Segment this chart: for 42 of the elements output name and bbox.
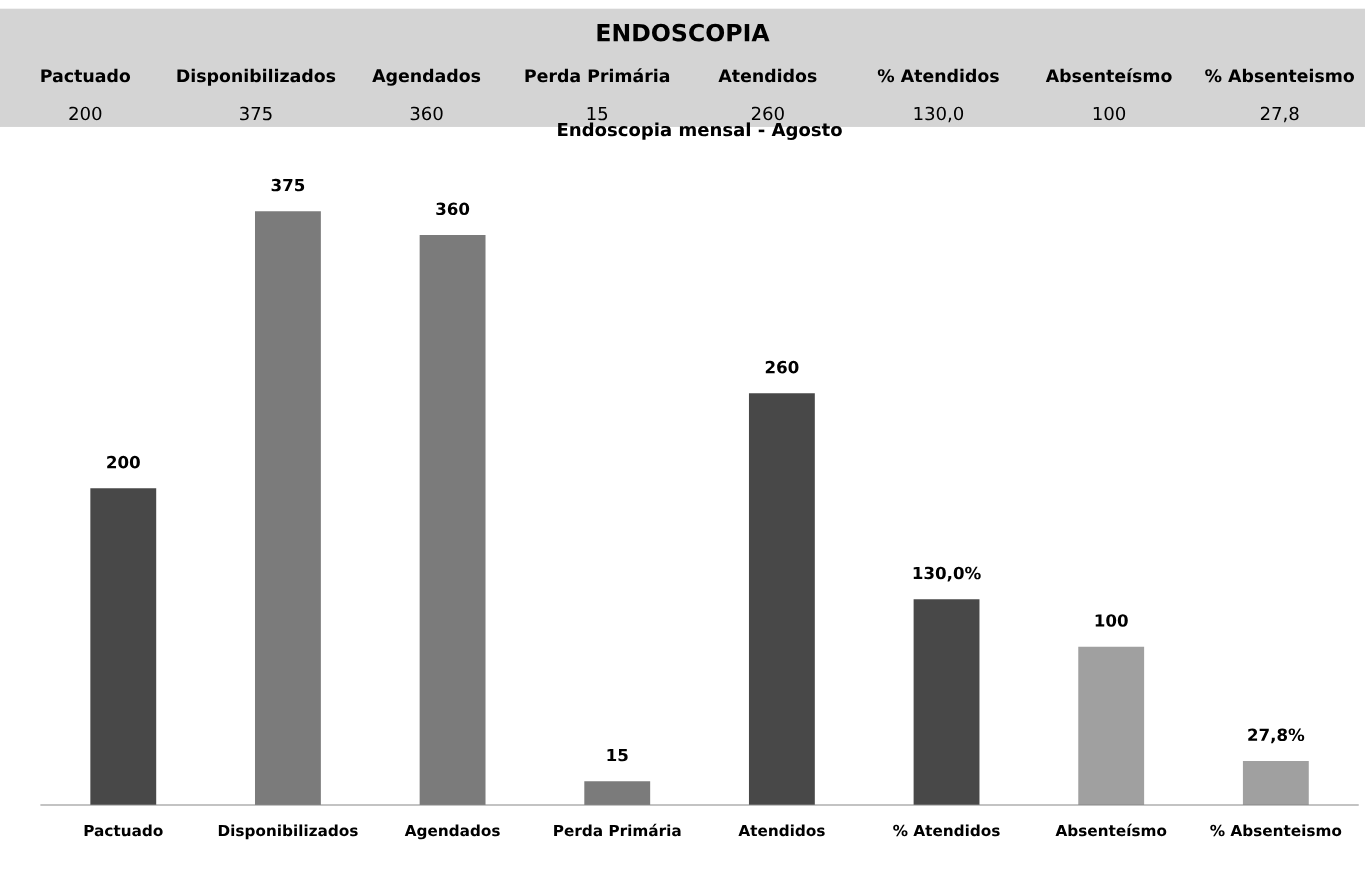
bar — [90, 488, 157, 805]
text: 360 — [410, 106, 443, 121]
category-label: Perda Primária — [525, 68, 670, 83]
bar — [748, 393, 815, 805]
chart-title: Endoscopia mensal - Agosto — [558, 122, 842, 140]
x-tick-label: Absenteísmo — [1055, 823, 1167, 837]
x-tick-label: Agendados — [404, 824, 500, 840]
bar — [1242, 760, 1309, 805]
text: 375 — [240, 106, 272, 121]
text: ENDOSCOPIA — [597, 23, 770, 42]
x-tick-label: % Atendidos — [893, 824, 1000, 837]
category-label: Absenteísmo — [1045, 68, 1172, 83]
x-tick-label: % Absenteismo — [1210, 824, 1342, 837]
data-label: 100 — [1095, 614, 1128, 627]
category-label: Pactuado — [41, 68, 131, 83]
data-label: 15 — [607, 748, 628, 762]
data-label: 130,0% — [913, 566, 981, 582]
category-label: % Atendidos — [877, 68, 999, 83]
data-label: 260 — [765, 360, 799, 374]
bar — [584, 781, 651, 805]
text: 100 — [1093, 106, 1126, 121]
data-label: 360 — [436, 202, 470, 216]
x-tick-label: Atendidos — [738, 824, 825, 837]
category-label: Agendados — [372, 68, 481, 86]
data-label: 375 — [271, 178, 305, 192]
x-tick-label: Disponibilizados — [218, 824, 358, 840]
text: 130,0 — [914, 106, 964, 123]
text: 27,8 — [1260, 106, 1299, 123]
x-tick-label: Pactuado — [84, 824, 163, 837]
text: 15 — [587, 106, 608, 121]
bar — [255, 211, 321, 805]
bar — [913, 599, 980, 805]
text: 260 — [751, 106, 784, 121]
data-label: 200 — [107, 455, 140, 469]
text: 200 — [69, 106, 102, 121]
bar — [419, 235, 486, 805]
category-label: Disponibilizados — [177, 68, 336, 86]
category-label: Atendidos — [718, 68, 817, 83]
x-tick-label: Perda Primária — [554, 823, 681, 837]
category-label: % Absenteismo — [1205, 68, 1355, 83]
data-label: 27,8% — [1248, 728, 1305, 744]
bar — [1078, 646, 1145, 805]
